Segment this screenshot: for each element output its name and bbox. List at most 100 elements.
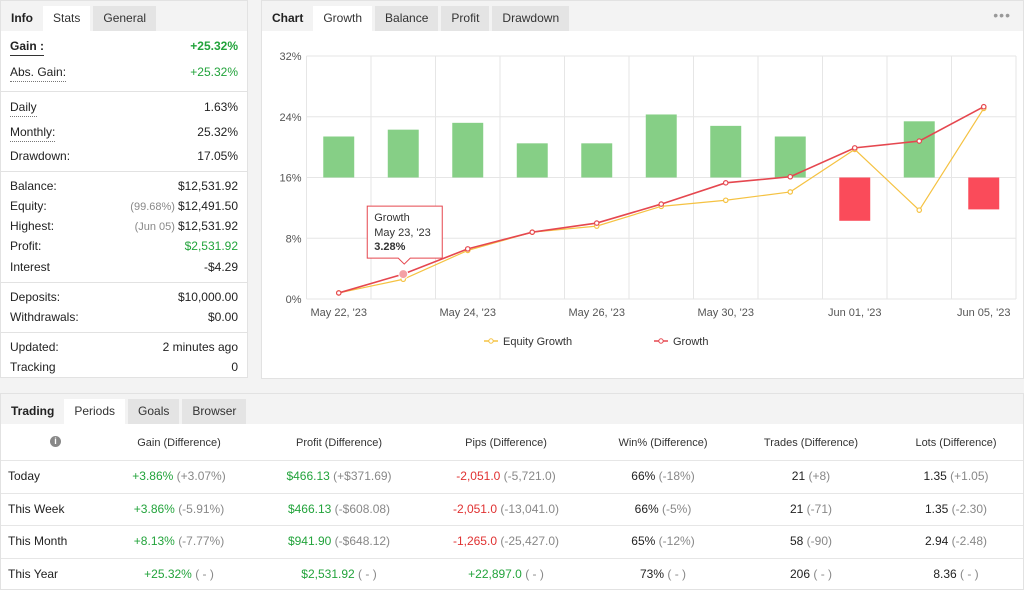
point <box>529 229 536 235</box>
tooltip-value: 3.28% <box>374 241 405 253</box>
cell-diff: (-71) <box>806 501 833 516</box>
menu-dots[interactable]: ••• <box>993 7 1011 23</box>
stat-label: Deposits: <box>10 290 61 304</box>
cell-diff: (-18%) <box>658 469 695 483</box>
cell-main: $466.13 <box>287 501 332 516</box>
stat-label: Withdrawals: <box>10 310 79 324</box>
cell-main: 206 <box>789 566 811 581</box>
stat-label: Updated: <box>10 340 59 354</box>
tab-bar: Info Stats General <box>1 1 247 31</box>
column-header: Pips (Difference) <box>465 437 547 449</box>
stat-value-group: 0 <box>231 358 238 376</box>
info-panel: Info Stats General Gain : +25.32% Abs. Gain… <box>0 0 248 378</box>
separator <box>1 91 247 92</box>
stat-value-group: $0.00 <box>208 308 238 326</box>
cell-main: 21 <box>789 501 804 516</box>
tab[interactable]: Profit <box>441 6 490 31</box>
stat-row: Daily 1.63% <box>10 98 238 117</box>
cell-main: 65% <box>631 534 656 548</box>
cell-diff: (+1.05) <box>950 469 989 483</box>
cell-main: 21 <box>791 469 806 483</box>
point <box>787 173 794 180</box>
tab[interactable]: Stats <box>43 6 91 31</box>
stat-value-group: -$4.29 <box>204 258 238 276</box>
x-tick-label: Jun 05, '23 <box>957 307 1010 319</box>
stat-value: $12,491.50 <box>177 199 238 213</box>
stat-value: +25.32% <box>190 65 238 79</box>
tab[interactable]: Browser <box>182 399 247 424</box>
cell-diff: (-$608.08) <box>334 501 391 516</box>
cell-main: 2.94 <box>924 534 949 548</box>
y-tick-label: 16% <box>279 173 301 185</box>
stat-value-group: +25.32% <box>190 63 238 81</box>
stat-label: Tracking <box>10 360 56 374</box>
cell-diff: (-2.48) <box>951 534 988 548</box>
stat-label: Drawdown: <box>10 149 71 163</box>
tooltip: Growth May 23, '23 3.28% <box>366 205 443 265</box>
stat-value-group: (Jun 05) $12,531.92 <box>135 217 238 236</box>
table-cell: 66% (-18%) <box>631 469 694 483</box>
cell-main: -2,051.0 <box>456 469 501 483</box>
bar <box>452 122 484 178</box>
cell-diff: ( - ) <box>960 566 979 581</box>
cell-diff: (-13,041.0) <box>500 501 560 516</box>
separator <box>1 332 247 333</box>
cell-diff: (+3.07%) <box>176 469 226 483</box>
point <box>658 201 665 207</box>
separator <box>1 282 247 283</box>
tab[interactable]: Periods <box>64 399 126 424</box>
table-cell: 1.35 (+1.05) <box>923 469 988 483</box>
stat-value: 25.32% <box>197 125 238 139</box>
stat-value-group: 25.32% <box>197 123 238 141</box>
tab[interactable]: Drawdown <box>492 6 570 31</box>
table-cell: 21 (+8) <box>792 469 830 483</box>
stat-row: Drawdown: 17.05% <box>10 147 238 165</box>
row-label: This Year <box>8 566 59 581</box>
cell-diff: ( - ) <box>525 566 544 581</box>
legend-label: Equity Growth <box>503 336 572 348</box>
stat-row: Tracking 0 <box>10 358 238 376</box>
stat-value-group: 2 minutes ago <box>163 338 238 356</box>
bar <box>581 143 613 178</box>
tab[interactable]: Goals <box>128 399 180 424</box>
tab[interactable]: Growth <box>313 6 373 31</box>
tab[interactable]: General <box>93 6 157 31</box>
bar <box>968 177 1000 210</box>
cell-diff: (-$648.12) <box>334 534 391 548</box>
stat-row: Monthly: 25.32% <box>10 123 238 142</box>
cell-diff: (-7.77%) <box>178 534 225 548</box>
cell-main: $941.90 <box>287 534 332 548</box>
tooltip-title: Growth <box>374 212 409 224</box>
cell-main: 8.36 <box>933 566 957 581</box>
cell-main: -2,051.0 <box>452 501 497 516</box>
tab[interactable]: Balance <box>375 6 439 31</box>
row-line <box>1 557 1023 559</box>
table-cell: +22,897.0 ( - ) <box>468 567 544 581</box>
stat-row: Updated: 2 minutes ago <box>10 338 238 356</box>
cell-diff: (-90) <box>806 534 833 548</box>
table-cell: -2,051.0 (-13,041.0) <box>453 502 559 516</box>
row-label: This Month <box>8 534 68 548</box>
x-tick-label: May 26, '23 <box>568 307 625 319</box>
cell-diff: (-5.91%) <box>178 501 225 516</box>
cell-diff: ( - ) <box>195 566 214 581</box>
stat-label: Profit: <box>10 239 42 253</box>
cell-main: +3.86% <box>133 501 175 516</box>
stat-row: Deposits: $10,000.00 <box>10 288 238 306</box>
stat-value-group: +25.32% <box>190 37 238 55</box>
info-icon[interactable]: i <box>50 436 61 447</box>
tooltip-date: May 23, '23 <box>374 227 431 239</box>
stat-row: Highest: (Jun 05) $12,531.92 <box>10 217 238 235</box>
bar <box>516 143 548 178</box>
stat-value: 2 minutes ago <box>162 340 238 354</box>
bar <box>710 125 742 178</box>
legend-marker <box>658 338 664 344</box>
x-tick-label: May 24, '23 <box>439 307 496 319</box>
stat-value: 1.63% <box>203 100 238 114</box>
point <box>722 180 729 186</box>
point <box>593 220 600 226</box>
cell-main: 1.35 <box>923 469 947 483</box>
table-cell: 1.35 (-2.30) <box>925 502 987 516</box>
cell-main: -1,265.0 <box>452 534 497 548</box>
cell-diff: (-5,721.0) <box>503 469 556 483</box>
